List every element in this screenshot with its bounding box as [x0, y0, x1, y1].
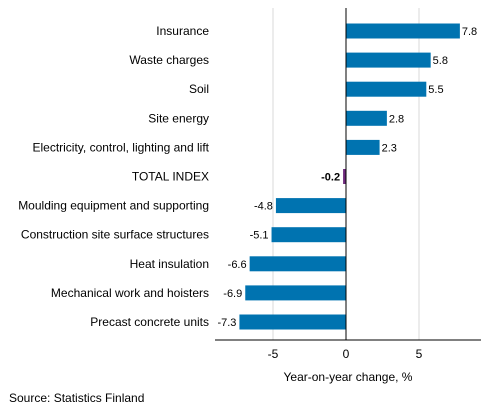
data-label: 5.8 — [433, 55, 448, 67]
data-label: -6.6 — [228, 259, 247, 271]
bar — [245, 285, 346, 301]
data-label: -7.3 — [217, 317, 236, 329]
data-label: 2.3 — [382, 142, 397, 154]
category-label: Mechanical work and hoisters — [51, 286, 209, 300]
category-label: Heat insulation — [130, 257, 209, 271]
data-label: -4.8 — [254, 201, 273, 213]
bar — [275, 198, 346, 214]
data-label: 7.8 — [462, 26, 477, 38]
category-label: Construction site surface structures — [21, 228, 209, 242]
x-tick-label: -5 — [268, 347, 279, 361]
x-axis-title: Year-on-year change, % — [284, 370, 413, 384]
category-labels: Insurance Waste charges Soil Site energy Ele… — [18, 24, 209, 329]
category-label: TOTAL INDEX — [132, 170, 209, 184]
bar — [346, 139, 380, 155]
category-label: Precast concrete units — [90, 315, 209, 329]
bar — [239, 314, 346, 330]
value-labels: 7.8 5.8 5.5 2.8 2.3 -0.2 -4.8 -5.1 -6.6 -6.9 -7.3 — [217, 26, 477, 329]
data-label: 2.8 — [389, 113, 404, 125]
category-label: Site energy — [148, 111, 209, 125]
axes — [215, 8, 481, 341]
bar — [346, 110, 387, 126]
bars — [239, 23, 460, 330]
x-tick-label: 0 — [343, 347, 350, 361]
bar — [346, 81, 427, 97]
data-label: -6.9 — [223, 288, 242, 300]
data-label: 5.5 — [428, 84, 443, 96]
source-note: Source: Statistics Finland — [9, 391, 144, 405]
category-label: Electricity, control, lighting and lift — [32, 140, 209, 154]
category-label: Waste charges — [129, 53, 209, 67]
data-label: -0.2 — [321, 172, 340, 184]
bar — [346, 52, 431, 68]
category-label: Soil — [189, 82, 209, 96]
x-tick-label: 5 — [416, 347, 423, 361]
bar — [249, 256, 346, 272]
category-label: Moulding equipment and supporting — [18, 199, 209, 213]
bar — [343, 169, 347, 184]
bar — [271, 227, 346, 243]
x-tick-labels: -5 0 5 — [268, 347, 423, 361]
bar — [346, 23, 460, 39]
category-label: Insurance — [156, 24, 209, 38]
data-label: -5.1 — [250, 230, 269, 242]
